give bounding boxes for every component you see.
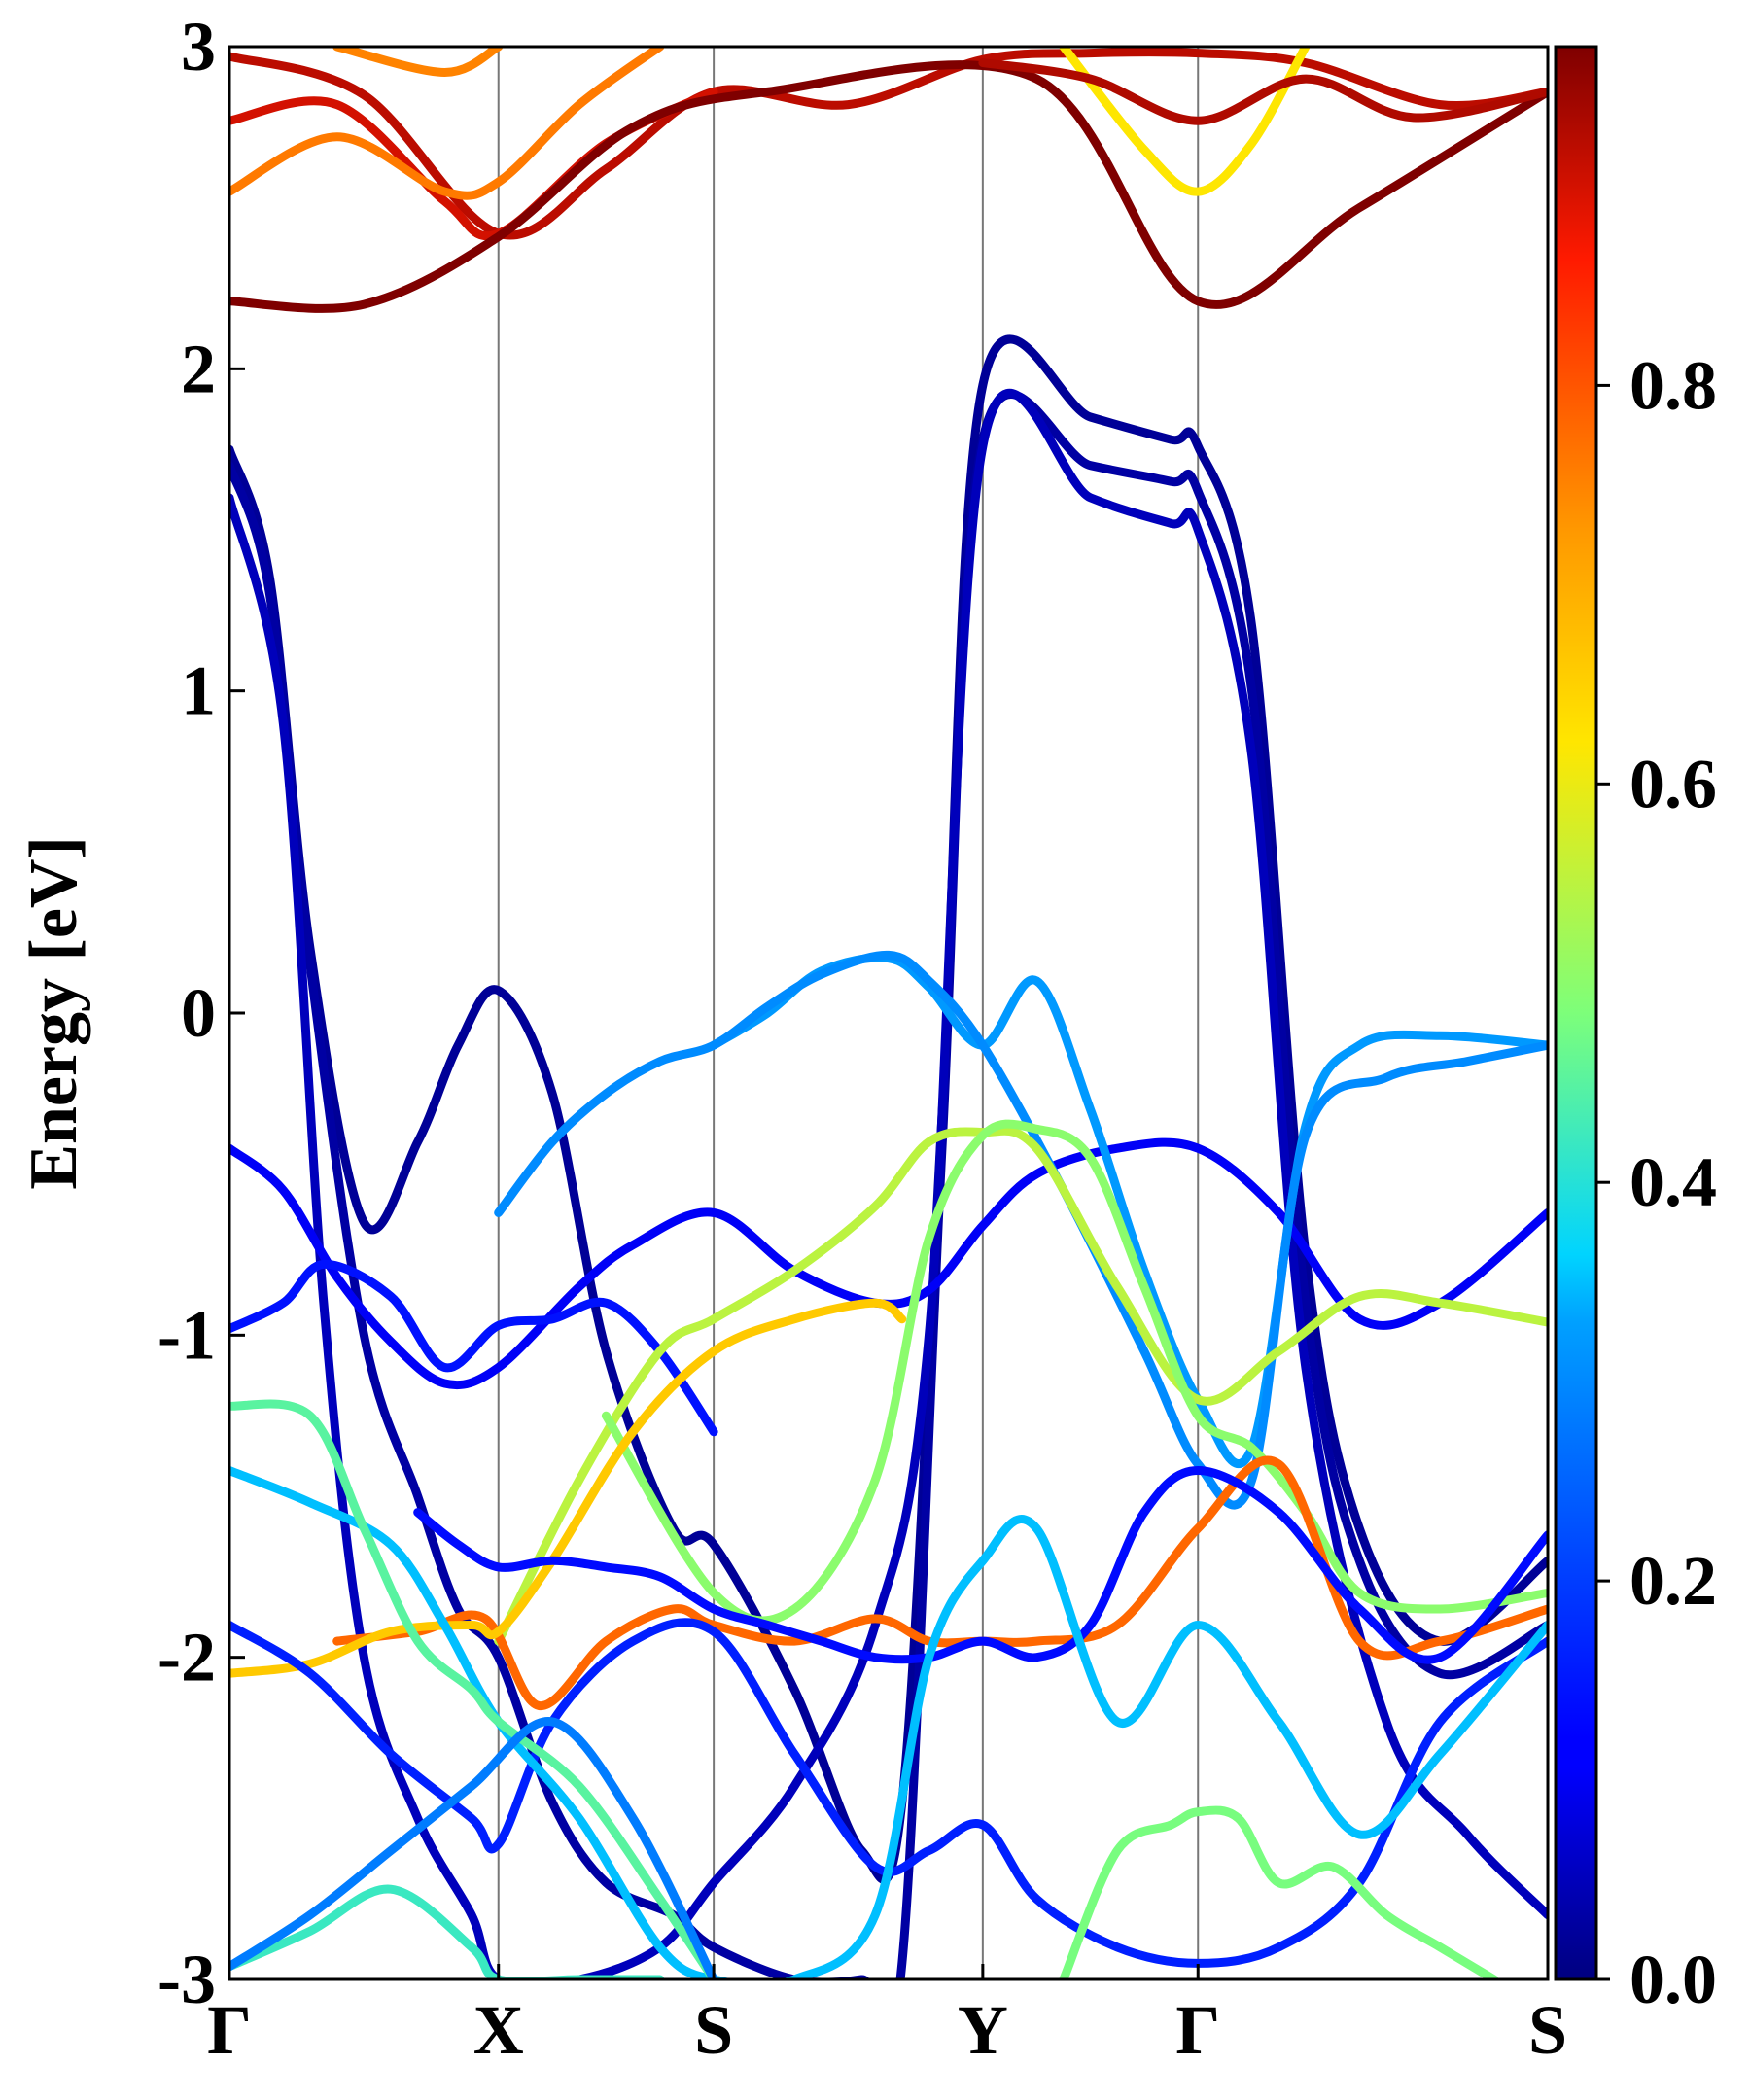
colorbar-tick-label: 0.6 <box>1629 745 1717 822</box>
band-val-blue-low <box>229 1618 1548 1968</box>
band-lines <box>229 47 1548 1979</box>
colorbar-tick-label: 0.4 <box>1629 1143 1717 1221</box>
band-val-green-arc-low <box>1059 1805 1499 1979</box>
y-axis-title: Energy [eV] <box>17 836 91 1190</box>
band-cb-y-b <box>978 58 1548 125</box>
band-cb-top-a <box>229 48 1548 240</box>
y-tick-label: -3 <box>158 1941 216 2018</box>
colorbar-tick-label: 0.2 <box>1629 1542 1717 1620</box>
band-val-cyan-2 <box>494 950 1548 1510</box>
y-tick-label: -2 <box>158 1619 216 1697</box>
band-val-bluish <box>229 1259 718 1437</box>
kpoint-label: Y <box>958 1991 1008 2069</box>
band-cb-low <box>229 60 1548 313</box>
band-val-cyan-low <box>229 1466 1548 1979</box>
colorbar <box>1554 45 1598 1981</box>
band-val-green-arc-2 <box>601 1119 1548 1626</box>
y-tick-label: -1 <box>158 1296 216 1374</box>
band-val-cyan-top <box>709 953 1548 1468</box>
kpoint-label: X <box>473 1991 524 2069</box>
band-val-yellow <box>229 1298 907 1678</box>
colorbar-ticks: 0.0 0.2 0.4 0.6 0.8 <box>1596 346 1717 2018</box>
y-tick-label: 1 <box>181 652 216 730</box>
band-cb-top-c <box>229 47 665 200</box>
band-val-green-low <box>229 1399 718 1979</box>
y-tick-label: 0 <box>181 974 216 1052</box>
kpoint-label: Γ <box>1175 1991 1220 2069</box>
band-cond-c <box>229 389 1548 1979</box>
band-val-deep-green <box>229 1884 665 1979</box>
kpoint-label: S <box>694 1991 733 2069</box>
kpoint-label: S <box>1528 1991 1567 2069</box>
colorbar-tick-label: 0.8 <box>1629 346 1717 424</box>
y-tick-label: 2 <box>181 330 216 407</box>
colorbar-tick-label: 0.0 <box>1629 1941 1717 2018</box>
band-val-orange <box>332 1455 1548 1710</box>
y-axis: -3 -2 -1 0 1 2 3 <box>158 8 245 2018</box>
plot-frame <box>228 45 1550 1981</box>
band-cb-y-a <box>1059 47 1311 196</box>
band-val-green-arc <box>494 1126 1548 1646</box>
y-tick-label: 3 <box>181 8 216 86</box>
band-val-bottom-cyan <box>229 1717 718 1979</box>
band-val-blue-mid <box>413 1466 1548 1664</box>
band-cb-top-d <box>332 47 504 77</box>
band-cond-b <box>229 390 1548 1979</box>
kpoint-label: Γ <box>207 1991 252 2069</box>
